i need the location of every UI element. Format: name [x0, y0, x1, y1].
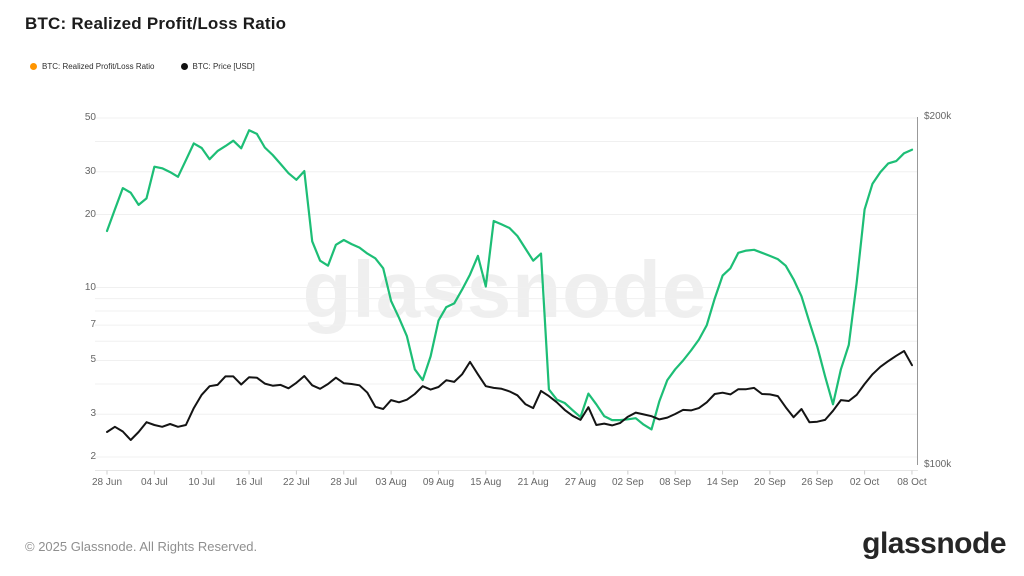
y-axis-label: 2	[90, 451, 96, 462]
x-axis-label: 16 Jul	[235, 477, 263, 488]
x-axis-label: 14 Sep	[706, 477, 739, 488]
x-axis-label: 10 Jul	[188, 477, 216, 488]
x-axis-label: 28 Jun	[91, 477, 123, 488]
legend-item-ratio[interactable]: BTC: Realized Profit/Loss Ratio	[30, 62, 155, 71]
page-title: BTC: Realized Profit/Loss Ratio	[25, 14, 287, 33]
legend-label-ratio: BTC: Realized Profit/Loss Ratio	[42, 62, 155, 71]
glassnode-logo: glassnode	[862, 527, 1006, 560]
y-axis-label: 5	[90, 354, 96, 366]
y-axis-label: 30	[84, 165, 96, 177]
x-axis-label: 04 Jul	[141, 477, 168, 488]
x-axis-label: 22 Jul	[283, 477, 310, 488]
y-axis-label: 20	[84, 208, 96, 220]
legend: BTC: Realized Profit/Loss Ratio BTC: Pri…	[30, 62, 255, 71]
y-axis-label: 3	[90, 408, 96, 420]
x-axis-label: 15 Aug	[470, 477, 502, 488]
legend-marker-price-icon	[180, 63, 188, 70]
y-axis-label: 7	[90, 319, 96, 331]
copyright-text: © 2025 Glassnode. All Rights Reserved.	[25, 539, 258, 554]
x-axis-label: 02 Oct	[849, 477, 880, 488]
legend-marker-ratio-icon	[30, 63, 37, 70]
x-axis-label: 27 Aug	[564, 477, 597, 488]
x-axis-label: 09 Aug	[422, 477, 455, 488]
x-axis-label: 21 Aug	[517, 477, 549, 488]
x-axis-label: 02 Sep	[611, 477, 644, 488]
x-axis-label: 08 Sep	[659, 477, 692, 488]
x-axis-label: 03 Aug	[375, 477, 407, 488]
y-axis-label: 50	[84, 111, 96, 123]
right-axis-label: $200k	[924, 111, 952, 122]
series-line-ratio	[105, 129, 914, 431]
legend-label-price: BTC: Price [USD]	[192, 62, 255, 71]
y-axis-label: 10	[84, 281, 96, 293]
legend-item-price[interactable]: BTC: Price [USD]	[180, 62, 255, 71]
x-axis-label: 28 Jul	[330, 477, 358, 488]
series-line-price	[106, 350, 913, 441]
x-axis-label: 26 Sep	[801, 477, 834, 488]
right-axis-label: $100k	[924, 459, 952, 470]
x-axis-label: 08 Oct	[897, 477, 927, 488]
x-axis-label: 20 Sep	[754, 477, 786, 488]
